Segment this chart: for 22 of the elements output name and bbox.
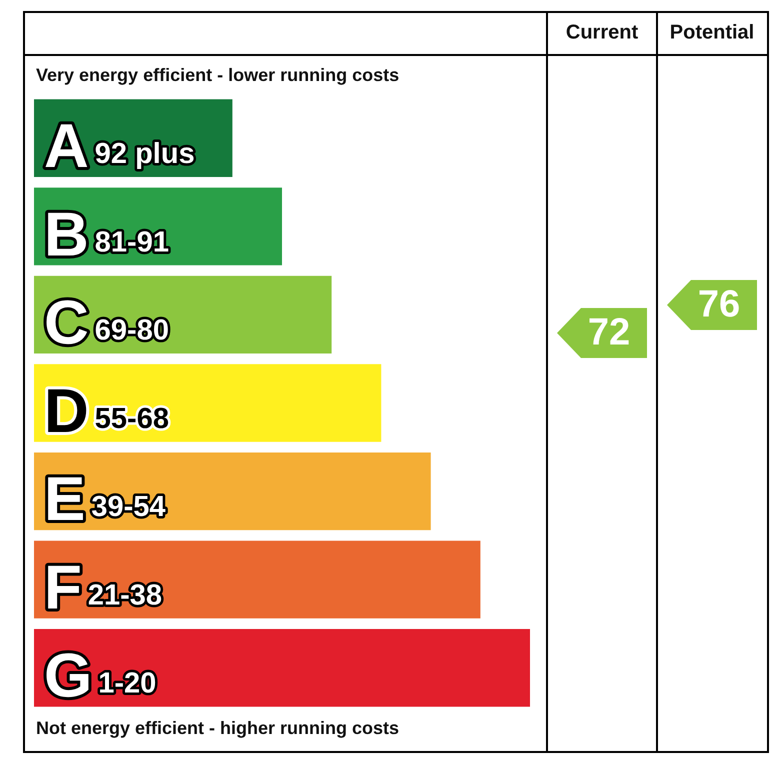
y-tick-label: C: [44, 288, 89, 358]
text: 76: [698, 283, 740, 326]
text: Very energy efficient - lower running costs: [36, 64, 400, 85]
text: Potential: [670, 22, 754, 44]
y-tick-label: E: [44, 465, 86, 534]
annotation: 81-91: [94, 226, 169, 258]
annotation: 21-38: [88, 579, 162, 612]
y-tick-label: A: [44, 112, 89, 181]
annotation: 1-20: [98, 668, 156, 700]
annotation: 69-80: [94, 314, 169, 347]
y-tick-label: F: [44, 553, 82, 622]
y-tick-label: B: [44, 200, 89, 270]
bar: [34, 540, 480, 618]
annotation: 39-54: [91, 491, 166, 524]
bar: [34, 629, 530, 707]
text: 72: [588, 311, 630, 354]
text: Current: [566, 22, 638, 44]
annotation: 92 plus: [94, 138, 195, 170]
y-tick-label: D: [44, 376, 89, 446]
annotation: Not energy efficient - higher running costs: [36, 718, 400, 738]
annotation: 55-68: [94, 402, 169, 435]
y-tick-label: G: [44, 642, 92, 711]
